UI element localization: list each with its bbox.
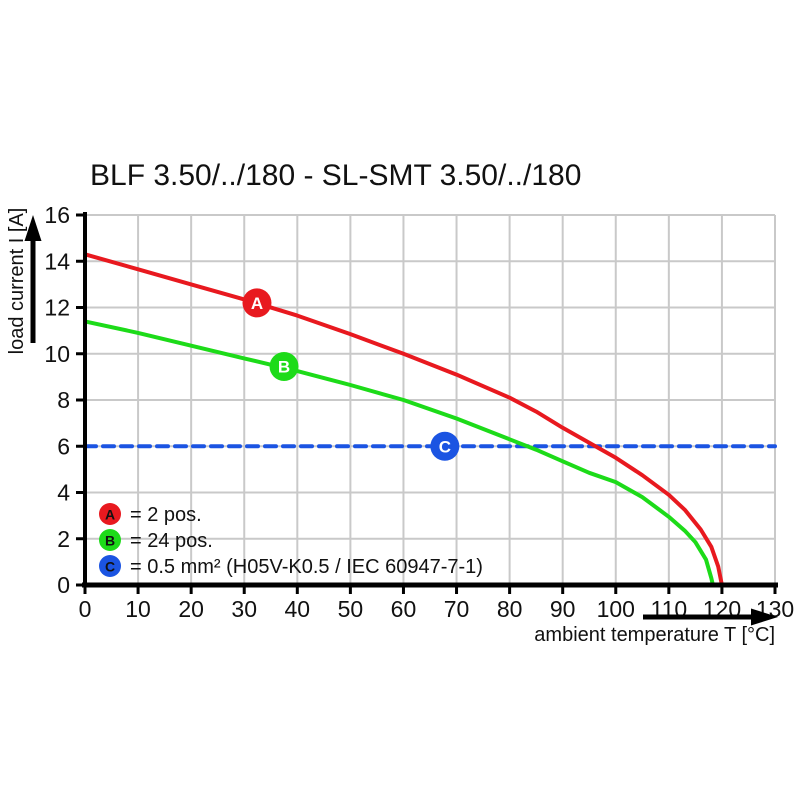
y-tick-label: 12 — [44, 295, 70, 321]
legend-item-c: C = 0.5 mm² (H05V-K0.5 / IEC 60947-7-1) — [99, 555, 483, 578]
y-tick-label: 2 — [57, 526, 70, 552]
marker-letter-c: C — [439, 437, 451, 456]
marker-circle-b — [269, 351, 299, 381]
x-tick-label: 10 — [125, 596, 151, 622]
y-axis-annotation: load current I [A] — [6, 208, 42, 355]
legend-marker-letter: A — [105, 507, 115, 523]
grid-lines — [85, 214, 776, 585]
chart-legend: A = 2 pos. B = 24 pos. C = 0.5 mm² (H05V-K0.5… — [99, 503, 483, 578]
legend-label-b: = 24 pos. — [130, 530, 213, 552]
curve-markers: A B C — [242, 288, 460, 461]
x-tick-label: 40 — [285, 596, 311, 622]
legend-marker-letter: C — [105, 559, 115, 575]
y-tick-label: 4 — [57, 480, 70, 506]
y-tick-label: 6 — [57, 433, 70, 459]
marker-letter-a: A — [251, 294, 263, 313]
legend-label-c: = 0.5 mm² (H05V-K0.5 / IEC 60947-7-1) — [130, 556, 483, 578]
x-axis-label: ambient temperature T [°C] — [534, 624, 775, 646]
x-tick-label: 50 — [338, 596, 364, 622]
x-tick-label: 30 — [231, 596, 257, 622]
marker-circle-a — [242, 288, 272, 318]
y-tick-label: 10 — [44, 341, 70, 367]
legend-item-b: B = 24 pos. — [99, 529, 213, 552]
y-tick-label: 0 — [57, 572, 70, 598]
y-axis-arrow-head-icon — [24, 215, 42, 241]
legend-marker-c-icon — [99, 555, 121, 577]
legend-item-a: A = 2 pos. — [99, 503, 202, 526]
axes — [76, 212, 778, 594]
y-tick-label: 14 — [44, 248, 70, 274]
x-axis-arrow-head-icon — [751, 608, 778, 626]
y-tick-label: 8 — [57, 387, 70, 413]
legend-marker-letter: B — [105, 533, 115, 549]
x-tick-label: 0 — [79, 596, 92, 622]
x-tick-label: 20 — [178, 596, 204, 622]
y-tick-label: 16 — [44, 202, 70, 228]
x-tick-label: 90 — [550, 596, 576, 622]
legend-marker-b-icon — [99, 529, 121, 551]
x-axis-annotation: ambient temperature T [°C] — [534, 608, 778, 646]
marker-circle-c — [430, 431, 460, 461]
marker-letter-b: B — [278, 357, 290, 376]
curve-b — [83, 319, 715, 587]
y-axis-label: load current I [A] — [6, 208, 28, 355]
chart-title: BLF 3.50/../180 - SL-SMT 3.50/../180 — [90, 159, 581, 192]
legend-marker-a-icon — [99, 503, 121, 525]
x-tick-label: 100 — [597, 596, 635, 622]
x-tick-label: 60 — [391, 596, 417, 622]
x-tick-label: 80 — [497, 596, 523, 622]
legend-label-a: = 2 pos. — [130, 504, 202, 526]
x-tick-label: 70 — [444, 596, 470, 622]
